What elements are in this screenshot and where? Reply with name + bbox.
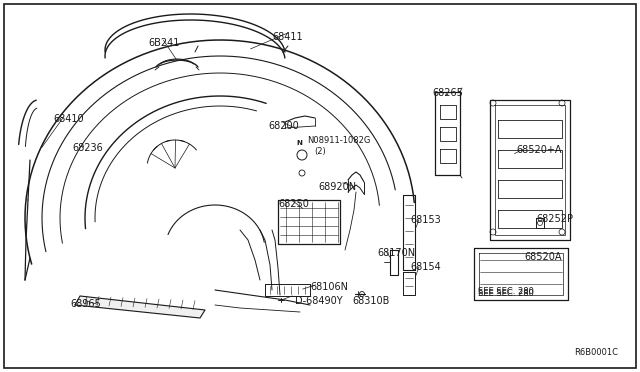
Text: 68250: 68250 [278,199,309,209]
Text: 68965: 68965 [70,299,100,309]
Text: D-68490Y: D-68490Y [295,296,342,306]
Text: R6B0001C: R6B0001C [574,348,618,357]
Text: 68520+A: 68520+A [516,145,561,155]
Text: SEE SEC. 280: SEE SEC. 280 [478,287,534,296]
Text: 68236: 68236 [72,143,103,153]
Text: 68154: 68154 [410,262,441,272]
Text: 68920N: 68920N [318,182,356,192]
Text: N: N [296,140,302,146]
Text: 6B241: 6B241 [148,38,179,48]
Text: 68265: 68265 [432,88,463,98]
Polygon shape [75,296,205,318]
Text: (2): (2) [314,147,326,156]
Text: 68106N: 68106N [310,282,348,292]
Text: SEE SEC. 280: SEE SEC. 280 [478,289,534,298]
Text: 68170N: 68170N [377,248,415,258]
Text: N08911-1082G: N08911-1082G [307,136,371,145]
Text: 68411: 68411 [272,32,303,42]
Text: 68153: 68153 [410,215,441,225]
Text: 68310B: 68310B [352,296,389,306]
Text: 68252P: 68252P [536,214,573,224]
Text: 68410: 68410 [53,114,84,124]
Text: 68200: 68200 [268,121,299,131]
Text: 68520A: 68520A [524,252,561,262]
